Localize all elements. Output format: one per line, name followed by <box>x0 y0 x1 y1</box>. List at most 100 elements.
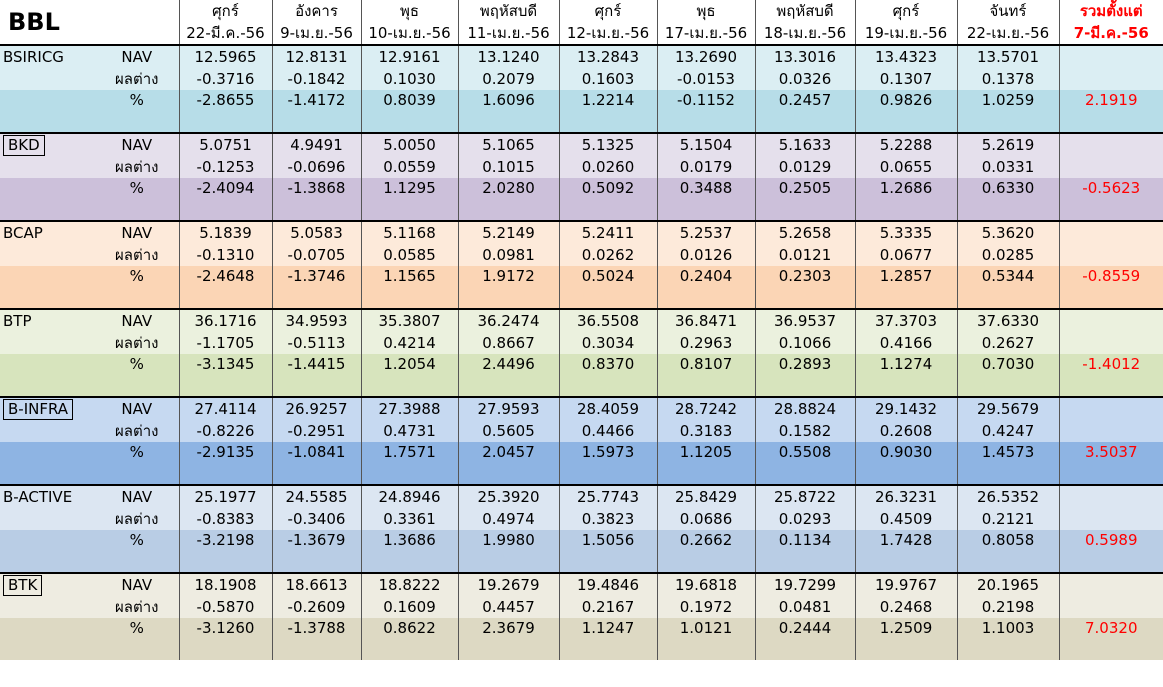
diff-value: 0.2963 <box>656 332 755 354</box>
pct-value: 1.2054 <box>360 354 458 397</box>
diff-value: 0.3361 <box>360 508 458 530</box>
pct-value: -3.2198 <box>178 530 272 573</box>
nav-value: 19.7299 <box>754 572 855 596</box>
pct-value: 1.9980 <box>457 530 559 573</box>
nav-value: 5.3335 <box>854 220 957 244</box>
nav-value: 34.9593 <box>271 308 361 332</box>
nav-value: 19.4846 <box>558 572 657 596</box>
day-header: พฤหัสบดี <box>457 0 559 22</box>
row-label-diff: ผลต่าง <box>115 421 159 440</box>
pct-value: -2.4094 <box>178 178 272 221</box>
row-label-nav: NAV <box>95 132 179 156</box>
diff-value: 0.0260 <box>558 156 657 178</box>
pct-value: 1.5056 <box>558 530 657 573</box>
date-header: 12-เม.ย.-56 <box>558 22 657 45</box>
row-label-pct: % <box>129 267 144 285</box>
date-header: 22-เม.ย.-56 <box>956 22 1059 45</box>
pct-value: 1.2857 <box>854 266 957 309</box>
pct-value: 1.1247 <box>558 618 657 660</box>
total-empty-cell <box>1058 332 1163 354</box>
nav-value: 13.2843 <box>558 44 657 68</box>
pct-value: -1.3868 <box>271 178 361 221</box>
date-header: 18-เม.ย.-56 <box>754 22 855 45</box>
fund-name-spacer <box>0 508 95 530</box>
date-header: 19-เม.ย.-56 <box>854 22 957 45</box>
fund-row-nav: BTP NAV 36.1716 34.9593 35.3807 36.2474 36.550… <box>0 308 1163 332</box>
pct-value: 0.8370 <box>558 354 657 397</box>
fund-name-spacer <box>0 530 95 573</box>
diff-value: 0.0686 <box>656 508 755 530</box>
day-header: พุธ <box>656 0 755 22</box>
total-since-value: 7.0320 <box>1058 618 1163 660</box>
pct-value: -1.4415 <box>271 354 361 397</box>
nav-value: 5.1325 <box>558 132 657 156</box>
row-label-diff: ผลต่าง <box>115 333 159 352</box>
row-label-pct: % <box>129 443 144 461</box>
total-empty-cell <box>1058 68 1163 90</box>
fund-name-label: B-ACTIVE <box>3 487 73 506</box>
day-header: ศุกร์ <box>854 0 957 22</box>
diff-value: -0.1310 <box>178 244 272 266</box>
pct-value: -1.4172 <box>271 90 361 133</box>
fund-name-spacer <box>0 332 95 354</box>
nav-value: 12.5965 <box>178 44 272 68</box>
row-label-diff: ผลต่าง <box>115 597 159 616</box>
diff-value: 0.1609 <box>360 596 458 618</box>
header-row-days: BBL ศุกร์ อังคาร พุธ พฤหัสบดี ศุกร์ พุธ … <box>0 0 1163 45</box>
nav-value: 37.3703 <box>854 308 957 332</box>
total-empty-cell <box>1058 244 1163 266</box>
nav-value: 5.2619 <box>956 132 1059 156</box>
total-empty-cell <box>1058 596 1163 618</box>
nav-value: 13.3016 <box>754 44 855 68</box>
pct-value: -1.3788 <box>271 618 361 660</box>
fund-name-spacer <box>0 266 95 309</box>
fund-name: BTK <box>0 572 95 596</box>
day-header: จันทร์ <box>956 0 1059 22</box>
row-label-nav: NAV <box>95 484 179 508</box>
row-label-pct: % <box>129 531 144 549</box>
diff-value: 0.1015 <box>457 156 559 178</box>
total-header-line1: รวมตั้งแต่ <box>1058 0 1163 22</box>
sheet-title: BBL <box>0 0 95 45</box>
nav-value: 5.2149 <box>457 220 559 244</box>
fund-row-nav: BCAP NAV 5.1839 5.0583 5.1168 5.2149 5.2411 5.2… <box>0 220 1163 244</box>
date-header: 11-เม.ย.-56 <box>457 22 559 45</box>
diff-value: 0.4247 <box>956 420 1059 442</box>
total-since-value: -1.4012 <box>1058 354 1163 397</box>
row-label-pct: % <box>129 619 144 637</box>
nav-value: 19.6818 <box>656 572 755 596</box>
nav-value: 35.3807 <box>360 308 458 332</box>
nav-value: 24.5585 <box>271 484 361 508</box>
nav-value: 36.1716 <box>178 308 272 332</box>
pct-value: 1.9172 <box>457 266 559 309</box>
fund-row-diff: ผลต่าง -0.5870 -0.2609 0.1609 0.4457 0.2167 0.… <box>0 596 1163 618</box>
fund-name-label: BCAP <box>3 223 43 242</box>
pct-value: 0.9030 <box>854 442 957 485</box>
fund-name-spacer <box>0 420 95 442</box>
nav-value: 18.1908 <box>178 572 272 596</box>
pct-value: 0.2303 <box>754 266 855 309</box>
diff-value: 0.4466 <box>558 420 657 442</box>
total-since-value: -0.5623 <box>1058 178 1163 221</box>
fund-row-pct: % -2.4094 -1.3868 1.1295 2.0280 0.5092 0.3488 0… <box>0 178 1163 221</box>
diff-value: 0.2079 <box>457 68 559 90</box>
total-empty-cell <box>1058 508 1163 530</box>
fund-row-diff: ผลต่าง -0.1310 -0.0705 0.0585 0.0981 0.0262 0.… <box>0 244 1163 266</box>
pct-value: 1.3686 <box>360 530 458 573</box>
pct-value: 1.1295 <box>360 178 458 221</box>
diff-value: -0.0153 <box>656 68 755 90</box>
diff-value: 0.1066 <box>754 332 855 354</box>
diff-value: 0.0677 <box>854 244 957 266</box>
day-header: พฤหัสบดี <box>754 0 855 22</box>
nav-table: BBL ศุกร์ อังคาร พุธ พฤหัสบดี ศุกร์ พุธ … <box>0 0 1163 660</box>
pct-value: -1.3679 <box>271 530 361 573</box>
header-row-dates: 22-มี.ค.-56 9-เม.ย.-56 10-เม.ย.-56 11-เม… <box>0 22 1163 45</box>
fund-name-spacer <box>0 354 95 397</box>
pct-value: 1.2509 <box>854 618 957 660</box>
pct-value: 0.8107 <box>656 354 755 397</box>
row-label-diff: ผลต่าง <box>115 69 159 88</box>
nav-value: 5.1168 <box>360 220 458 244</box>
nav-value: 5.0751 <box>178 132 272 156</box>
pct-value: 1.1274 <box>854 354 957 397</box>
pct-value: 1.5973 <box>558 442 657 485</box>
